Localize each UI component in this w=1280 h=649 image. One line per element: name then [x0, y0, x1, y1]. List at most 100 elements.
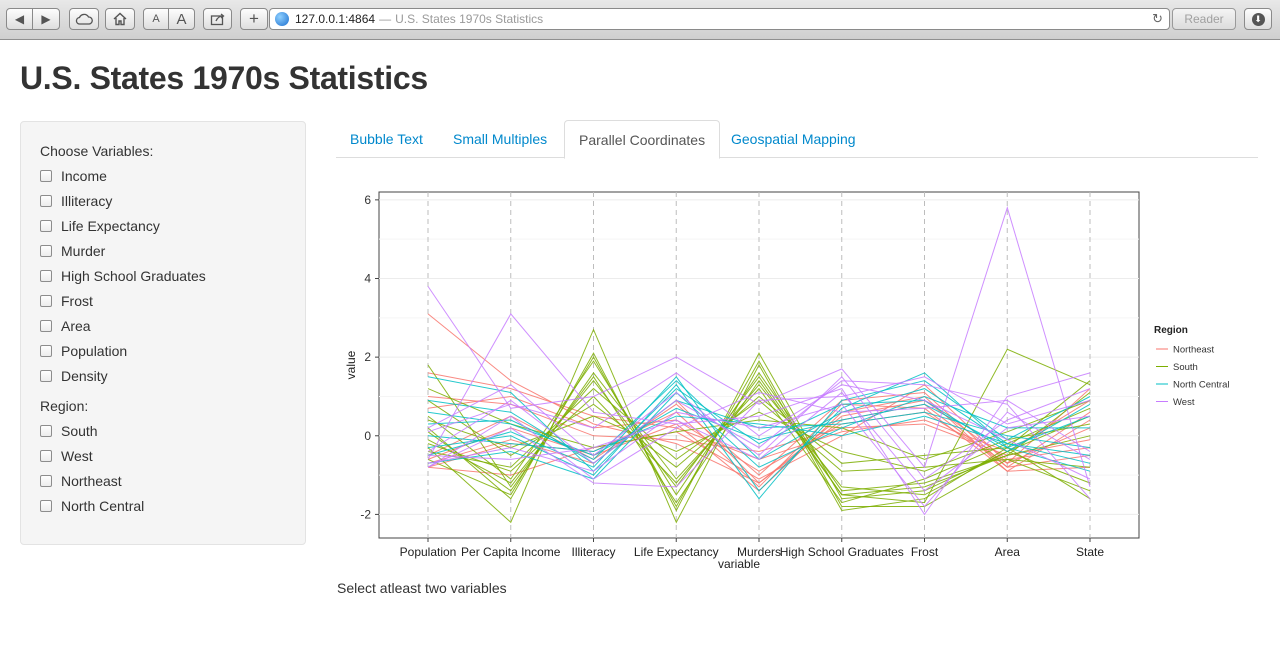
- reader-button[interactable]: Reader: [1172, 8, 1236, 30]
- share-icon: [210, 13, 225, 26]
- checkbox[interactable]: [40, 195, 52, 207]
- x-tick-label: Frost: [911, 545, 939, 559]
- variable-checkbox-population[interactable]: Population: [40, 341, 127, 361]
- variable-checkbox-life-expectancy[interactable]: Life Expectancy: [40, 216, 160, 236]
- checkbox-label: Income: [61, 168, 107, 184]
- series-line-west: [427, 376, 1091, 480]
- checkbox[interactable]: [40, 450, 52, 462]
- x-tick-label: High School Graduates: [780, 545, 904, 559]
- legend-label-south: South: [1173, 362, 1198, 373]
- x-tick-label: Population: [400, 545, 457, 559]
- reader-label: Reader: [1184, 12, 1224, 26]
- checkbox-label: Murder: [61, 243, 106, 259]
- checkbox-label: South: [61, 423, 98, 439]
- back-button[interactable]: ◀: [6, 8, 33, 30]
- region-label: Region:: [40, 398, 89, 414]
- downloads-button[interactable]: ⬇: [1244, 8, 1272, 30]
- tab-bubble-text[interactable]: Bubble Text: [350, 131, 423, 147]
- variable-checkbox-income[interactable]: Income: [40, 166, 107, 186]
- legend-title: Region: [1154, 325, 1188, 336]
- tab-bar: Bubble Text Small Multiples Parallel Coord…: [336, 120, 1258, 159]
- checkbox[interactable]: [40, 295, 52, 307]
- icloud-button[interactable]: [69, 8, 99, 30]
- checkbox[interactable]: [40, 170, 52, 182]
- tab-parallel-coordinates[interactable]: Parallel Coordinates: [564, 120, 721, 159]
- tab-small-multiples[interactable]: Small Multiples: [453, 131, 548, 147]
- series-line-south: [427, 360, 1091, 496]
- back-arrow-icon: ◀: [14, 12, 25, 26]
- variable-checkbox-murder[interactable]: Murder: [40, 241, 105, 261]
- home-icon: [113, 12, 127, 26]
- status-message: Select atleast two variables: [337, 580, 507, 596]
- series-line-south: [427, 388, 1091, 460]
- checkbox[interactable]: [40, 220, 52, 232]
- series-line-northeast: [427, 396, 1091, 456]
- checkbox-label: Area: [61, 318, 91, 334]
- variable-checkbox-density[interactable]: Density: [40, 366, 108, 386]
- variable-checkbox-high-school-graduates[interactable]: High School Graduates: [40, 266, 206, 286]
- series-line-west: [427, 205, 1091, 488]
- checkbox-label: West: [61, 448, 93, 464]
- series-line-north-central: [427, 380, 1091, 500]
- x-tick-label: State: [1076, 545, 1104, 559]
- x-axis-title: variable: [718, 557, 760, 571]
- variable-checkbox-area[interactable]: Area: [40, 316, 91, 336]
- series-line-west: [427, 376, 1091, 488]
- variable-checkbox-illiteracy[interactable]: Illiteracy: [40, 191, 112, 211]
- region-checkbox-northeast[interactable]: Northeast: [40, 471, 122, 491]
- checkbox[interactable]: [40, 345, 52, 357]
- share-button[interactable]: [203, 8, 232, 30]
- x-tick-label: Illiteracy: [571, 545, 615, 559]
- series-line-west: [427, 372, 1091, 480]
- x-tick-label: Area: [995, 545, 1021, 559]
- checkbox-label: North Central: [61, 498, 145, 514]
- x-tick-label: Per Capita Income: [461, 545, 561, 559]
- series-line-west: [427, 313, 1091, 516]
- region-checkbox-south[interactable]: South: [40, 421, 98, 441]
- series-line-northeast: [427, 391, 1091, 476]
- series-line-north-central: [427, 372, 1091, 492]
- checkbox[interactable]: [40, 320, 52, 332]
- variable-checkbox-frost[interactable]: Frost: [40, 291, 93, 311]
- plus-icon: +: [249, 9, 259, 28]
- font-smaller-label: A: [152, 13, 160, 25]
- checkbox[interactable]: [40, 475, 52, 487]
- tab-geospatial-mapping[interactable]: Geospatial Mapping: [731, 131, 856, 147]
- checkbox[interactable]: [40, 370, 52, 382]
- address-url: 127.0.0.1:4864: [295, 12, 376, 26]
- x-tick-label: Murders: [737, 545, 781, 559]
- cloud-icon: [75, 13, 93, 25]
- font-larger-button[interactable]: A: [168, 8, 195, 30]
- checkbox-label: High School Graduates: [61, 268, 206, 284]
- sidebar-panel: Choose Variables: Income Illiteracy Life E…: [20, 121, 306, 545]
- series-line-northeast: [427, 384, 1091, 480]
- checkbox[interactable]: [40, 270, 52, 282]
- y-tick-label: -2: [360, 507, 371, 521]
- address-separator: —: [379, 12, 392, 26]
- checkbox[interactable]: [40, 245, 52, 257]
- font-smaller-button[interactable]: A: [143, 8, 169, 30]
- series-line-west: [427, 391, 1091, 480]
- checkbox[interactable]: [40, 425, 52, 437]
- forward-button[interactable]: ▶: [32, 8, 60, 30]
- reload-icon[interactable]: ↻: [1152, 11, 1163, 26]
- x-tick-label: Life Expectancy: [634, 545, 719, 559]
- address-bar[interactable]: 127.0.0.1:4864 — U.S. States 1970s Stati…: [269, 8, 1170, 30]
- add-bookmark-button[interactable]: +: [240, 8, 268, 30]
- series-line-north-central: [427, 391, 1090, 480]
- font-larger-label: A: [176, 10, 187, 28]
- checkbox[interactable]: [40, 500, 52, 512]
- series-line-west: [427, 391, 1091, 492]
- region-checkbox-north-central[interactable]: North Central: [40, 496, 144, 516]
- y-axis-title: value: [344, 350, 358, 379]
- globe-icon: [275, 12, 289, 26]
- series-line-north-central: [427, 403, 1091, 472]
- region-checkbox-west[interactable]: West: [40, 446, 93, 466]
- page-title: U.S. States 1970s Statistics: [20, 60, 428, 96]
- address-page-title: U.S. States 1970s Statistics: [395, 12, 544, 26]
- series-line-west: [427, 380, 1091, 500]
- y-tick-label: 4: [364, 272, 371, 286]
- y-tick-label: 6: [364, 193, 371, 207]
- checkbox-label: Northeast: [61, 473, 122, 489]
- home-button[interactable]: [105, 8, 135, 30]
